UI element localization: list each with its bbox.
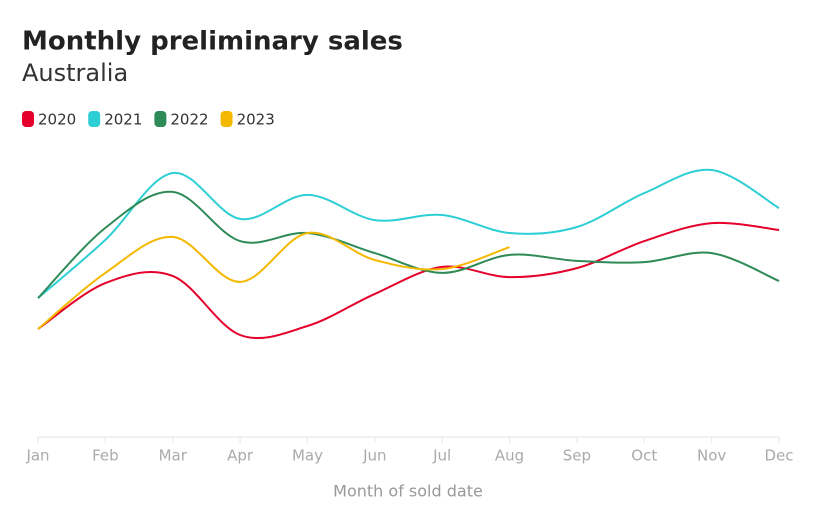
chart-title: Monthly preliminary sales (22, 27, 403, 57)
x-tick-label: Feb (92, 447, 119, 465)
chart-subtitle: Australia (22, 59, 128, 87)
x-tick-label: Jul (432, 447, 451, 465)
legend-swatch (220, 111, 233, 127)
legend-swatch (88, 111, 101, 127)
x-tick-label: Nov (697, 447, 726, 465)
legend-swatch (154, 111, 167, 127)
x-tick-label: Aug (495, 447, 524, 465)
x-tick-label: Jun (362, 447, 386, 465)
x-tick-label: Mar (159, 447, 188, 465)
line-series (37, 190, 780, 299)
line-series (37, 168, 780, 299)
x-axis-label: Month of sold date (333, 482, 483, 501)
x-tick-label: Oct (631, 447, 657, 465)
legend-label: 2021 (104, 111, 142, 129)
legend-label: 2022 (170, 111, 208, 129)
line-series (37, 221, 780, 340)
legend-label: 2020 (38, 111, 76, 129)
x-tick-label: Apr (227, 447, 254, 465)
line-series (37, 231, 510, 330)
x-tick-label: Dec (764, 447, 793, 465)
legend-label: 2023 (237, 111, 275, 129)
x-tick-label: Jan (25, 447, 49, 465)
legend-swatch (22, 111, 34, 127)
x-tick-label: Sep (563, 447, 591, 465)
x-tick-label: May (292, 447, 323, 465)
